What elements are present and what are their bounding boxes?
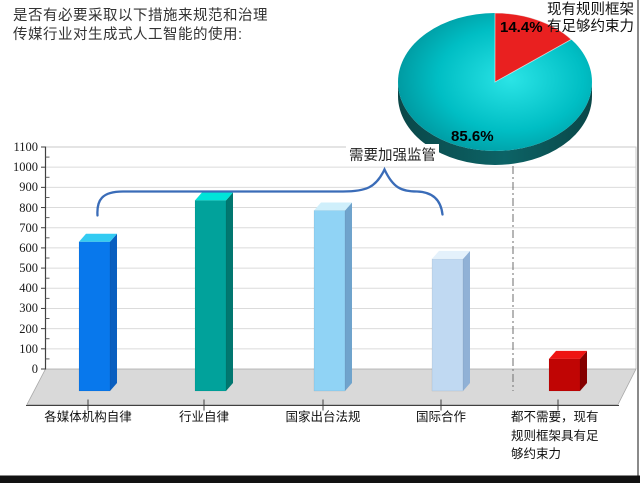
bar-side-face	[110, 233, 117, 391]
bar-top-face	[314, 202, 352, 211]
bar-top-face	[549, 350, 587, 359]
bar-1	[194, 192, 233, 392]
pie-slice-red	[494, 12, 572, 83]
bar-top-face	[195, 192, 233, 201]
bar-4	[548, 350, 587, 392]
bar-top-face	[79, 233, 117, 242]
bar-front-face	[194, 200, 227, 392]
bar-side-face	[463, 250, 470, 391]
bar-side-face	[345, 202, 352, 391]
y-axis-ticks	[41, 146, 50, 370]
bar-side-face	[580, 350, 587, 391]
bar-front-face	[313, 210, 346, 392]
pie-rim	[398, 82, 592, 165]
bottom-strip	[0, 475, 640, 483]
bar-front-face	[431, 258, 464, 392]
bar-0	[78, 233, 117, 392]
plot-border	[45, 146, 637, 369]
bar-3	[431, 250, 470, 392]
bar-2	[313, 202, 352, 392]
x-axis-ticks	[87, 399, 559, 411]
pie-chart	[398, 12, 592, 165]
bar-side-face	[226, 192, 233, 391]
bar-top-face	[432, 250, 470, 259]
bar-front-face	[78, 241, 111, 392]
bars	[78, 192, 587, 392]
bar-front-face	[548, 358, 581, 392]
curly-brace	[96, 166, 444, 217]
